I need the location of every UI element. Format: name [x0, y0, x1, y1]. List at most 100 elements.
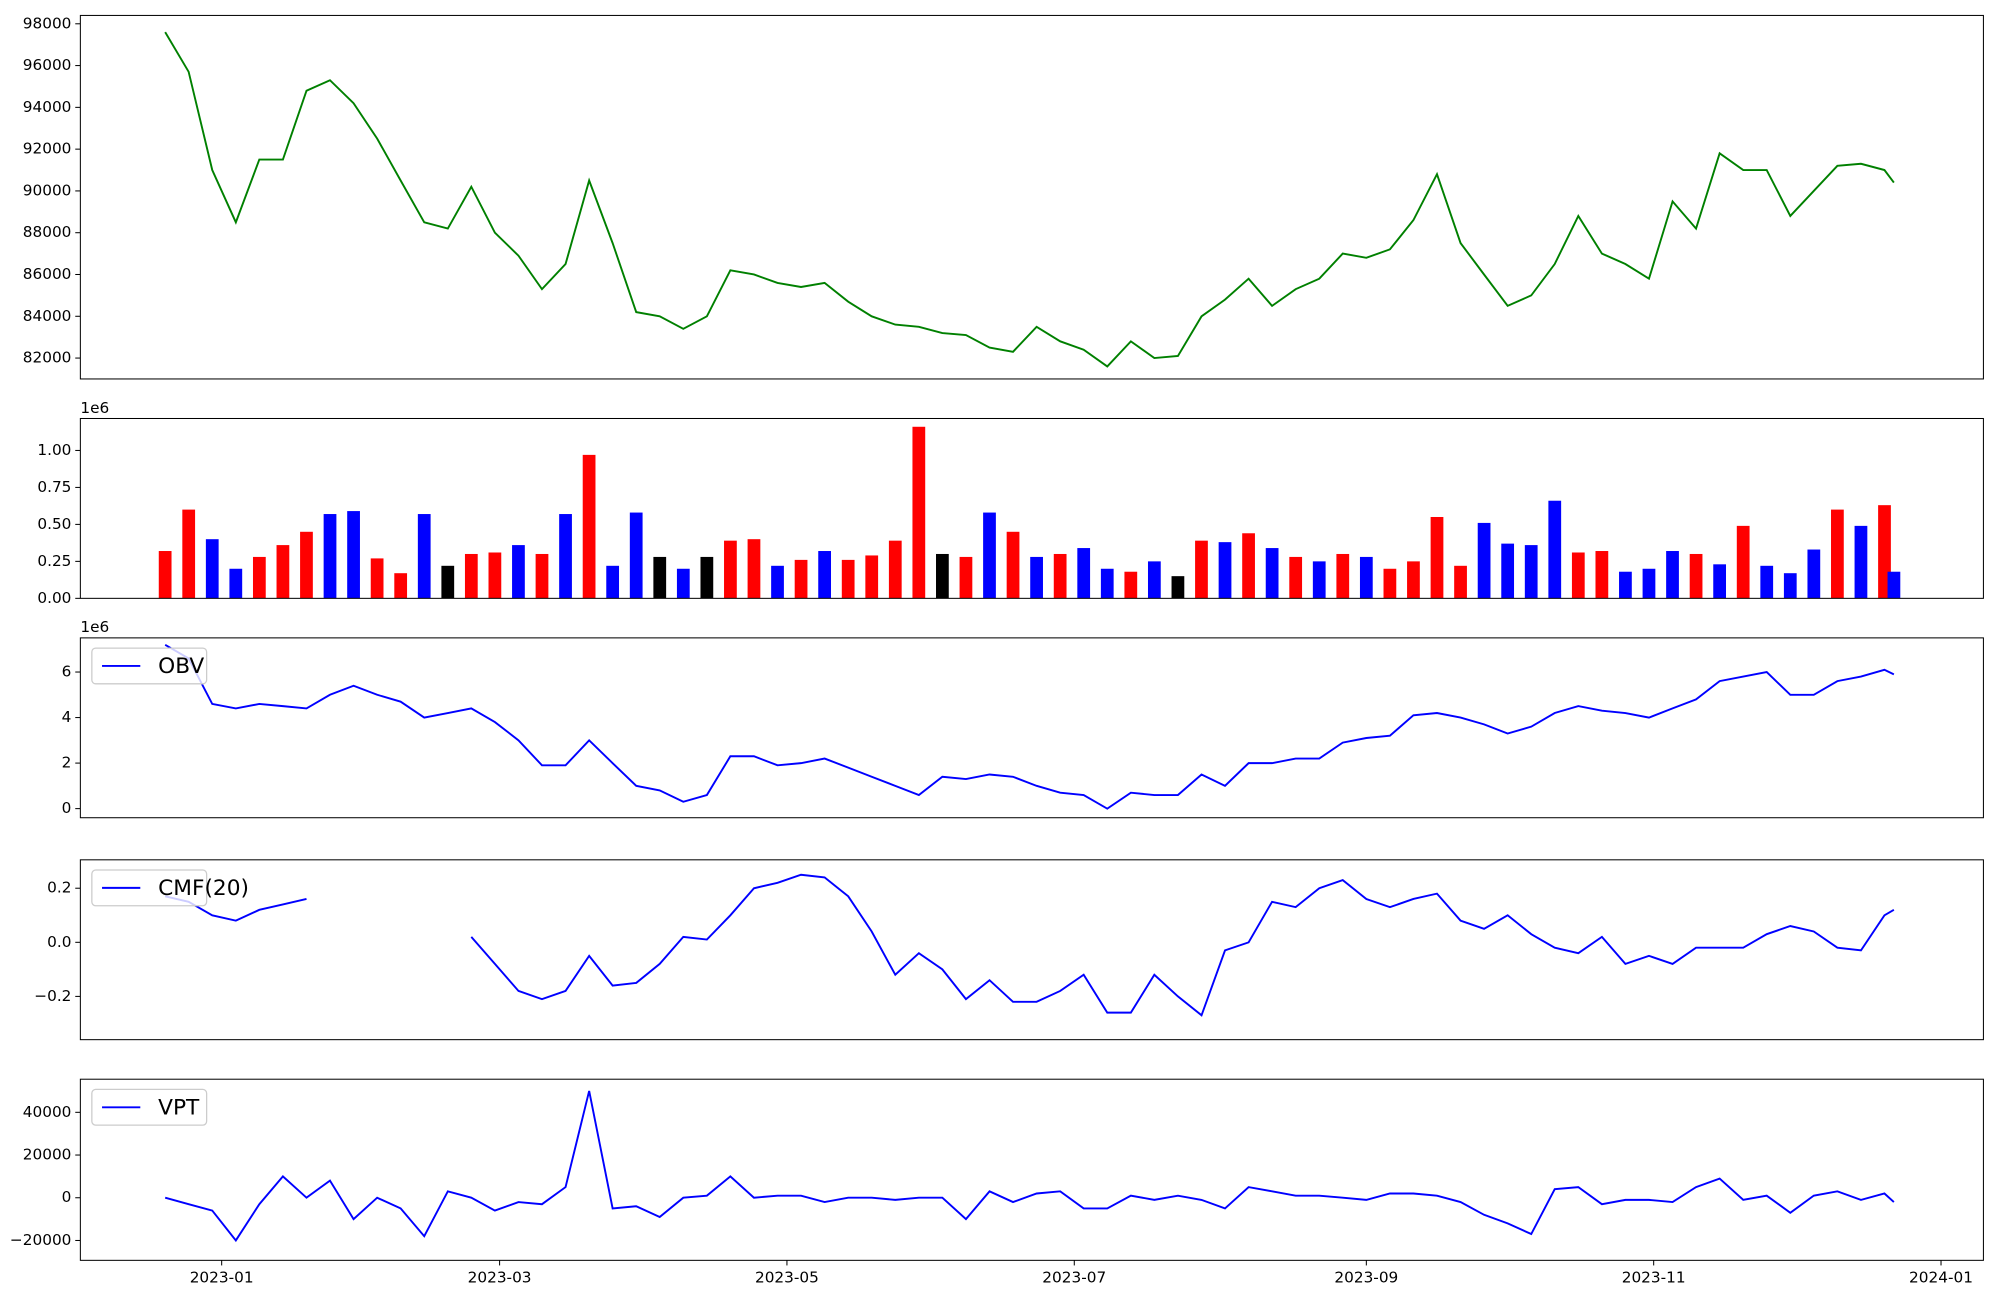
- y-tick-label: 98000: [23, 14, 72, 32]
- bar: [1289, 556, 1303, 599]
- bar: [1713, 564, 1727, 599]
- bar: [1619, 571, 1632, 599]
- y-tick-label: 40000: [23, 1103, 72, 1121]
- y-tick-label: 20000: [23, 1146, 72, 1164]
- legend-text: OBV: [158, 654, 204, 679]
- bar: [1642, 568, 1656, 599]
- bar: [936, 553, 949, 599]
- bar: [888, 540, 902, 599]
- bar: [182, 509, 196, 599]
- y-tick-label: 90000: [23, 181, 72, 199]
- y-tick-label: −20000: [10, 1231, 71, 1249]
- bar: [1430, 516, 1444, 599]
- bar: [676, 568, 690, 599]
- bar: [441, 565, 455, 599]
- bar: [1831, 509, 1844, 599]
- bar: [370, 558, 384, 599]
- panel: −0.2 0.0 0.2 CMF(20): [34, 859, 1984, 1041]
- bar: [300, 531, 313, 599]
- y-tick-label: 84000: [23, 307, 72, 325]
- bar: [1571, 552, 1585, 599]
- bar: [1407, 561, 1420, 599]
- y-tick-label: 92000: [23, 140, 72, 158]
- bar: [512, 545, 525, 599]
- bar: [1383, 568, 1397, 599]
- x-tick-label: 2023-09: [1334, 1269, 1398, 1287]
- bar: [1336, 553, 1350, 599]
- bar: [417, 514, 431, 599]
- y-tick-label: 0.2: [47, 879, 71, 897]
- bar: [1595, 551, 1609, 599]
- y-tick-label: 0.50: [37, 515, 71, 533]
- bar: [959, 556, 973, 599]
- bar: [841, 559, 855, 599]
- panel: 0 2 4 6 1e6 OBV: [62, 618, 1984, 819]
- bar: [1666, 551, 1679, 599]
- bar: [747, 539, 761, 599]
- y-tick-label: 96000: [23, 56, 72, 74]
- y-tick-label: 4: [62, 708, 72, 726]
- bar: [1524, 545, 1538, 599]
- y-tick-label: 82000: [23, 349, 72, 367]
- series-line: [164, 643, 1895, 810]
- legend-box: [91, 1088, 208, 1126]
- x-tick-label: 2023-03: [468, 1269, 532, 1287]
- bar: [912, 426, 926, 599]
- bar: [559, 514, 572, 599]
- bar: [252, 556, 266, 599]
- y-tick-label: 0.75: [37, 478, 71, 496]
- bar: [1171, 576, 1185, 599]
- y-tick-label: 94000: [23, 98, 72, 116]
- bar: [1359, 556, 1373, 599]
- bar: [535, 553, 549, 599]
- bar: [606, 565, 620, 599]
- bar: [1030, 556, 1043, 599]
- bar: [323, 514, 337, 599]
- y-tick-label: 0: [62, 799, 72, 817]
- bar: [1454, 565, 1467, 599]
- legend-box: [91, 647, 208, 685]
- bar: [1242, 533, 1255, 599]
- legend-text: CMF(20): [158, 876, 249, 901]
- panel: 82000 84000 86000 88000 90000 92000 94000 96000…: [23, 14, 1984, 380]
- bar: [488, 552, 502, 599]
- legend-box: [91, 869, 208, 907]
- bar: [1147, 561, 1161, 599]
- legend-text: VPT: [158, 1096, 200, 1121]
- bar: [1760, 565, 1774, 599]
- bar: [1548, 500, 1562, 599]
- bar: [1783, 573, 1797, 599]
- y-tick-label: 88000: [23, 223, 72, 241]
- y-tick-label: 0.0: [47, 933, 71, 951]
- bar: [1124, 571, 1138, 599]
- bar: [1053, 553, 1067, 599]
- y-tick-label: 6: [62, 663, 72, 681]
- bar: [1854, 525, 1868, 599]
- bar: [724, 540, 737, 599]
- bar: [1195, 540, 1208, 599]
- y-tick-label: −0.2: [34, 987, 71, 1005]
- y-tick-label: 0.00: [37, 589, 71, 607]
- bar: [1807, 549, 1821, 599]
- x-tick-label: 2023-05: [755, 1269, 819, 1287]
- bar: [276, 545, 290, 599]
- x-tick-label: 2024-01: [1909, 1269, 1973, 1287]
- bar: [1887, 571, 1901, 599]
- plot-frame: [79, 1078, 1984, 1261]
- panel: 0.00 0.25 0.50 0.75 1.00 1e6: [37, 399, 1984, 607]
- series-line: [164, 31, 1895, 368]
- bar: [794, 559, 808, 599]
- y-tick-label: 0.25: [37, 552, 71, 570]
- bar: [983, 512, 996, 599]
- x-tick-label: 2023-11: [1622, 1269, 1686, 1287]
- bar: [1312, 561, 1326, 599]
- y-tick-label: 2: [62, 754, 72, 772]
- bar: [347, 511, 360, 599]
- bar: [1689, 553, 1703, 599]
- plot-frame: [79, 859, 1984, 1041]
- y-tick-label: 0: [62, 1188, 72, 1206]
- bar: [865, 555, 879, 599]
- series-line: [164, 873, 1895, 1017]
